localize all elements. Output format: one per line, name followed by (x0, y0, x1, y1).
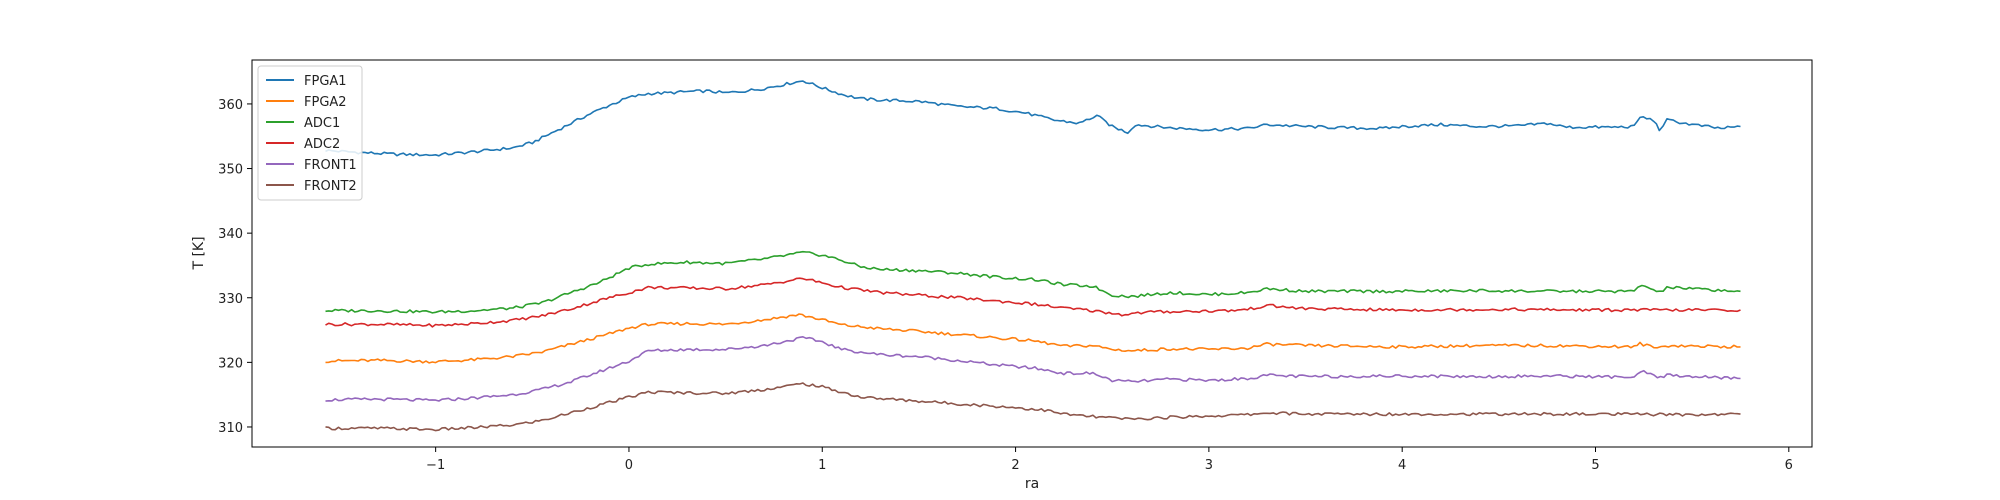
series-line-fpga2 (325, 313, 1741, 364)
y-tick-label: 360 (218, 98, 243, 113)
legend-label-fpga1: FPGA1 (304, 74, 347, 89)
x-tick-label: 6 (1785, 458, 1793, 473)
series-lines (325, 80, 1741, 432)
legend-box (257, 65, 363, 201)
x-tick-label: 0 (625, 458, 633, 473)
x-tick-label: 1 (818, 458, 826, 473)
y-tick-label: 350 (218, 163, 243, 178)
legend-label-front2: FRONT2 (304, 179, 357, 194)
series-line-fpga1 (325, 80, 1741, 157)
x-axis-ticks: −1 0 1 2 3 4 5 6 (426, 447, 1793, 473)
x-tick-label: 5 (1591, 458, 1599, 473)
x-tick-label: −1 (426, 458, 445, 473)
x-axis-label: ra (1025, 476, 1039, 492)
x-tick-label: 2 (1011, 458, 1019, 473)
series-line-front1 (325, 336, 1741, 402)
legend-label-adc1: ADC1 (304, 116, 340, 131)
y-tick-label: 340 (218, 227, 243, 242)
y-tick-label: 320 (218, 356, 243, 371)
plot-area (251, 59, 1813, 448)
x-tick-label: 4 (1398, 458, 1406, 473)
y-axis-ticks: 310 320 330 340 350 360 (218, 98, 252, 436)
series-line-adc2 (325, 277, 1741, 328)
legend-label-adc2: ADC2 (304, 137, 340, 152)
legend-label-front1: FRONT1 (304, 158, 357, 173)
legend: FPGA1 FPGA2 ADC1 ADC2 FRONT1 FRONT2 (257, 65, 363, 201)
y-axis-label: T [K] (191, 236, 207, 270)
series-line-front2 (325, 382, 1741, 432)
y-tick-label: 330 (218, 292, 243, 307)
x-tick-label: 3 (1205, 458, 1213, 473)
legend-label-fpga2: FPGA2 (304, 95, 347, 110)
series-line-adc1 (325, 250, 1741, 314)
y-tick-label: 310 (218, 421, 243, 436)
